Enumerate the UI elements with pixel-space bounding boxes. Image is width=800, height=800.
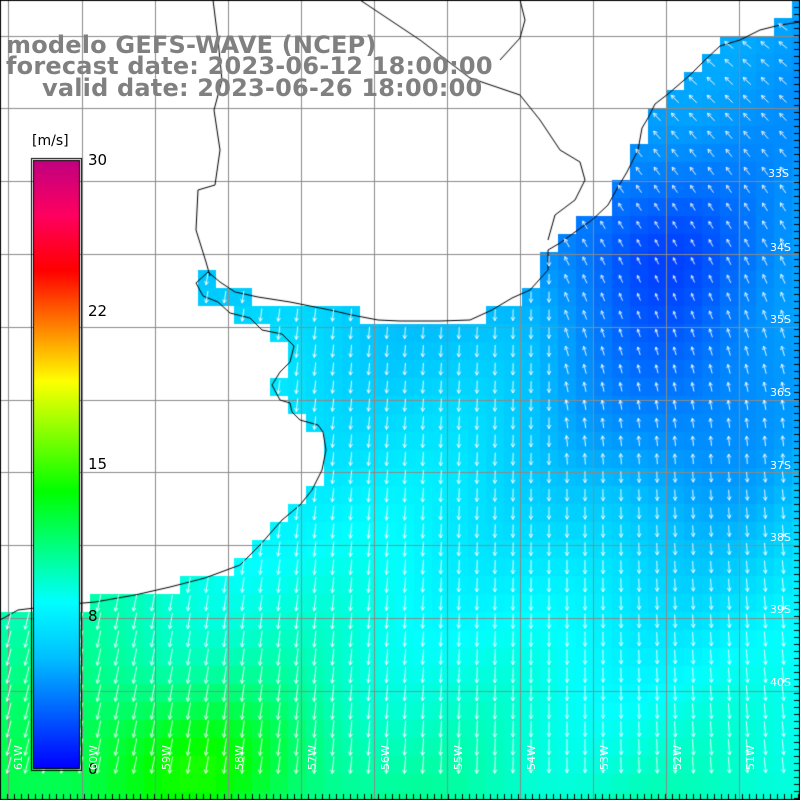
lon-label-59w: 59W: [160, 745, 173, 770]
forecast-date: forecast date: 2023-06-12 18:00:00: [6, 52, 493, 80]
colorbar-tick-30: 30: [88, 151, 108, 169]
lon-label-56w: 56W: [379, 745, 392, 770]
colorbar-tick-22: 22: [88, 302, 108, 320]
lon-label-55w: 55W: [452, 745, 465, 770]
colorbar-unit: [m/s]: [32, 133, 69, 149]
valid-date: valid date: 2023-06-26 18:00:00: [42, 74, 483, 102]
lat-label-38s: 38S: [770, 531, 791, 544]
lon-label-53w: 53W: [598, 745, 611, 770]
lat-label-37s: 37S: [770, 459, 791, 472]
lat-label-35s: 35S: [770, 313, 791, 326]
lon-label-52w: 52W: [671, 745, 684, 770]
colorbar-tick-0: 0: [88, 760, 98, 778]
lat-label-40s: 40S: [770, 676, 791, 689]
lat-label-33s: 33S: [768, 167, 789, 180]
lat-label-34s: 34S: [770, 241, 791, 254]
lon-label-57w: 57W: [306, 745, 319, 770]
lon-label-58w: 58W: [233, 745, 246, 770]
lon-label-51w: 51W: [744, 745, 757, 770]
lon-label-54w: 54W: [525, 745, 538, 770]
lon-label-60w: 60W: [87, 745, 100, 770]
lon-label-61w: 61W: [12, 745, 25, 770]
model-title: modelo GEFS-WAVE (NCEP): [6, 31, 377, 59]
lat-label-36s: 36S: [770, 386, 791, 399]
colorbar-tick-15: 15: [88, 455, 108, 473]
colorbar-tick-8: 8: [88, 607, 98, 625]
lat-label-39s: 39S: [770, 603, 791, 616]
